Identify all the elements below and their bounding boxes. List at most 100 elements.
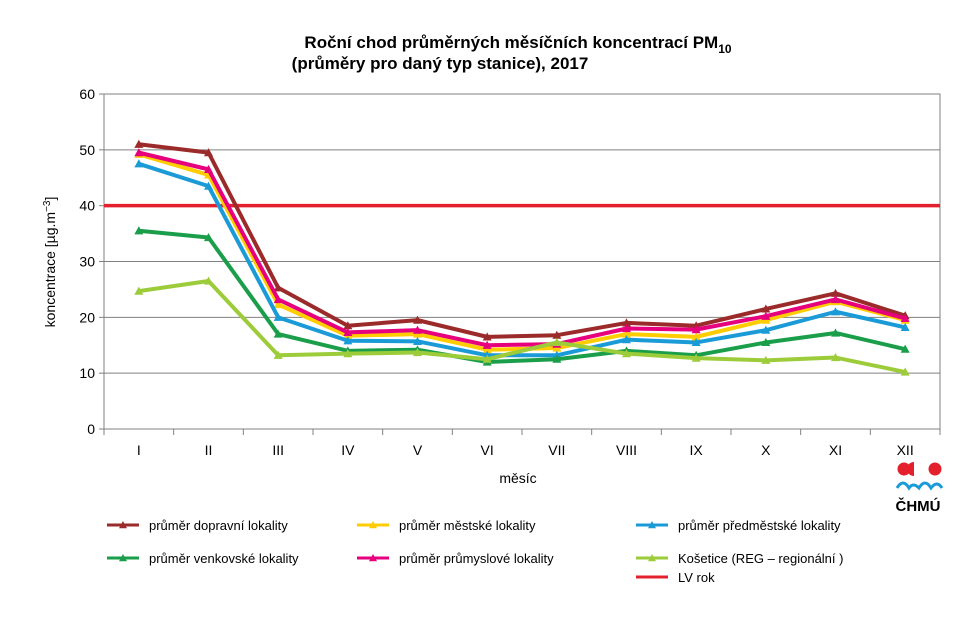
- data-point: [900, 367, 910, 376]
- data-point: [831, 328, 840, 337]
- legend-item: Košetice (REG – regionální ): [636, 551, 843, 566]
- data-point: [273, 283, 283, 292]
- data-point: [622, 349, 631, 358]
- data-point: [831, 353, 840, 362]
- series: [134, 276, 910, 376]
- data-point: [413, 336, 422, 345]
- data-point: [413, 325, 422, 334]
- legend-label: průměr městské lokality: [399, 518, 536, 533]
- x-tick-label: XII: [897, 442, 914, 458]
- data-point: [831, 307, 840, 316]
- data-point: [273, 299, 283, 309]
- series-group: [134, 139, 910, 376]
- y-tick-label: 40: [79, 198, 95, 214]
- data-point: [204, 232, 213, 242]
- data-point: [204, 164, 213, 173]
- data-point: [691, 325, 701, 334]
- x-tick-label: IX: [690, 442, 704, 458]
- x-tick-label: VIII: [616, 442, 637, 458]
- data-point: [622, 324, 631, 333]
- data-point: [831, 294, 840, 304]
- series-line: [138, 279, 906, 375]
- data-point: [482, 340, 492, 349]
- legend-label: průměr průmyslové lokality: [399, 551, 554, 566]
- data-point: [343, 349, 353, 358]
- legend-item: průměr městské lokality: [357, 518, 536, 533]
- data-point: [691, 353, 701, 362]
- series: [134, 148, 910, 349]
- data-point: [691, 337, 701, 347]
- data-point: [482, 345, 492, 354]
- x-axis-label: měsíc: [499, 470, 536, 486]
- y-tick-label: 20: [79, 309, 95, 325]
- x-tick-label: IV: [341, 442, 355, 458]
- x-axis-ticks: I II III IV V VI VII VIII IX X XI XII: [103, 429, 941, 458]
- legend-marker: [648, 521, 656, 529]
- data-point: [900, 344, 910, 353]
- data-point: [900, 313, 910, 323]
- data-point: [622, 318, 631, 327]
- x-tick-label: VII: [548, 442, 565, 458]
- data-point: [273, 329, 283, 338]
- x-tick-label: X: [761, 442, 771, 458]
- legend-marker: [369, 554, 377, 562]
- data-point: [204, 181, 213, 190]
- data-point: [134, 286, 144, 295]
- legend-label: Košetice (REG – regionální ): [678, 551, 843, 566]
- legend-label: průměr dopravní lokality: [149, 518, 288, 533]
- logo-red-half-icon: [907, 462, 914, 476]
- data-point: [552, 337, 562, 347]
- data-point: [552, 330, 562, 339]
- data-point: [134, 226, 144, 235]
- y-tick-label: 60: [79, 86, 95, 102]
- data-point: [204, 148, 213, 157]
- data-point: [343, 321, 353, 330]
- legend-label: LV rok: [678, 570, 715, 585]
- legend-item: průměr průmyslové lokality: [357, 551, 554, 566]
- data-point: [482, 354, 492, 363]
- legend-marker: [119, 521, 127, 529]
- legend: průměr dopravní lokality průměr městské l…: [107, 518, 843, 585]
- data-point: [761, 337, 771, 347]
- data-point: [761, 311, 771, 320]
- series-line: [138, 150, 906, 348]
- logo-wave-icon: [895, 481, 944, 491]
- logo-red-circle-left-icon: [897, 462, 911, 476]
- data-point: [761, 325, 771, 334]
- x-tick-label: V: [413, 442, 423, 458]
- data-point: [343, 336, 353, 345]
- chart-title-line1: Roční chod průměrných měsíčních koncentr…: [304, 33, 731, 56]
- data-point: [691, 332, 701, 341]
- x-tick-label: I: [137, 442, 141, 458]
- chart-title-line2: (průměry pro daný typ stanice), 2017: [292, 54, 589, 73]
- data-point: [413, 348, 422, 357]
- y-axis-label: koncentrace [µg.m−3]: [42, 197, 58, 328]
- legend-label: průměr předměstské lokality: [678, 518, 841, 533]
- y-tick-label: 50: [79, 142, 95, 158]
- series: [134, 159, 910, 359]
- data-point: [552, 354, 562, 363]
- data-point: [761, 304, 771, 313]
- x-tick-label: XI: [829, 442, 842, 458]
- legend-item: průměr dopravní lokality: [107, 518, 288, 533]
- data-point: [622, 329, 631, 338]
- series: [134, 139, 910, 341]
- data-point: [134, 159, 144, 168]
- x-tick-label: II: [205, 442, 213, 458]
- data-point: [761, 355, 771, 364]
- data-point: [622, 335, 631, 344]
- legend-marker: [119, 554, 127, 562]
- y-tick-label: 10: [79, 365, 95, 381]
- data-point: [413, 315, 422, 324]
- data-point: [900, 322, 910, 331]
- data-point: [831, 288, 840, 297]
- data-point: [273, 350, 283, 359]
- data-point: [204, 276, 213, 285]
- legend-item: průměr předměstské lokality: [636, 518, 841, 533]
- x-tick-label: VI: [481, 442, 494, 458]
- data-point: [343, 327, 353, 337]
- legend-label: průměr venkovské lokality: [149, 551, 299, 566]
- series-line: [138, 142, 906, 339]
- y-tick-label: 30: [79, 254, 95, 270]
